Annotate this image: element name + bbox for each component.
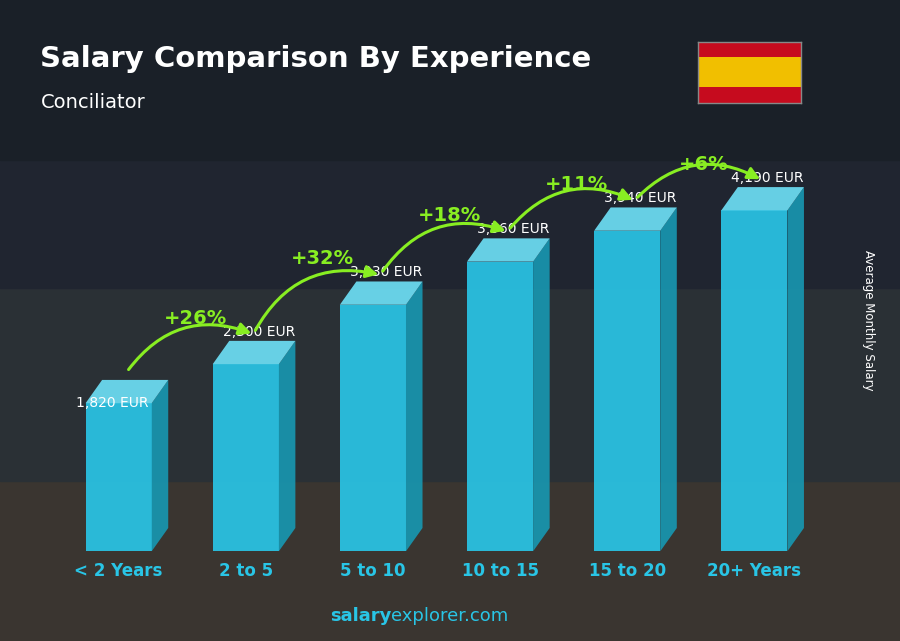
Polygon shape	[467, 238, 550, 262]
Polygon shape	[721, 187, 804, 210]
Text: +6%: +6%	[680, 155, 729, 174]
FancyArrowPatch shape	[510, 188, 630, 228]
Polygon shape	[467, 262, 533, 551]
Text: 4,190 EUR: 4,190 EUR	[731, 171, 804, 185]
Polygon shape	[406, 281, 422, 551]
Text: explorer.com: explorer.com	[392, 607, 508, 625]
Text: +26%: +26%	[164, 308, 227, 328]
Text: +11%: +11%	[545, 175, 608, 194]
Text: Conciliator: Conciliator	[40, 93, 145, 112]
FancyArrowPatch shape	[382, 222, 502, 271]
Text: 3,940 EUR: 3,940 EUR	[604, 192, 677, 205]
Polygon shape	[86, 403, 152, 551]
Text: +32%: +32%	[291, 249, 354, 268]
Text: 2,300 EUR: 2,300 EUR	[222, 325, 295, 339]
Polygon shape	[340, 281, 422, 304]
Polygon shape	[661, 208, 677, 551]
Polygon shape	[152, 380, 168, 551]
Text: salary: salary	[330, 607, 392, 625]
Bar	[0, 0, 900, 160]
Text: 1,820 EUR: 1,820 EUR	[76, 395, 148, 410]
Polygon shape	[698, 57, 801, 87]
FancyArrowPatch shape	[256, 267, 375, 330]
Polygon shape	[594, 231, 661, 551]
Text: +18%: +18%	[418, 206, 482, 225]
Bar	[0, 160, 900, 288]
Text: 3,030 EUR: 3,030 EUR	[350, 265, 422, 279]
Polygon shape	[594, 208, 677, 231]
Polygon shape	[279, 341, 295, 551]
Polygon shape	[86, 380, 168, 403]
Bar	[0, 481, 900, 641]
Text: Salary Comparison By Experience: Salary Comparison By Experience	[40, 45, 592, 73]
FancyArrowPatch shape	[637, 164, 757, 197]
Polygon shape	[788, 187, 804, 551]
Text: 3,560 EUR: 3,560 EUR	[477, 222, 549, 237]
FancyArrowPatch shape	[129, 324, 248, 370]
Polygon shape	[721, 210, 788, 551]
Bar	[0, 288, 900, 481]
Polygon shape	[212, 364, 279, 551]
Polygon shape	[533, 238, 550, 551]
Polygon shape	[212, 341, 295, 364]
Polygon shape	[340, 304, 406, 551]
Text: Average Monthly Salary: Average Monthly Salary	[862, 250, 875, 391]
